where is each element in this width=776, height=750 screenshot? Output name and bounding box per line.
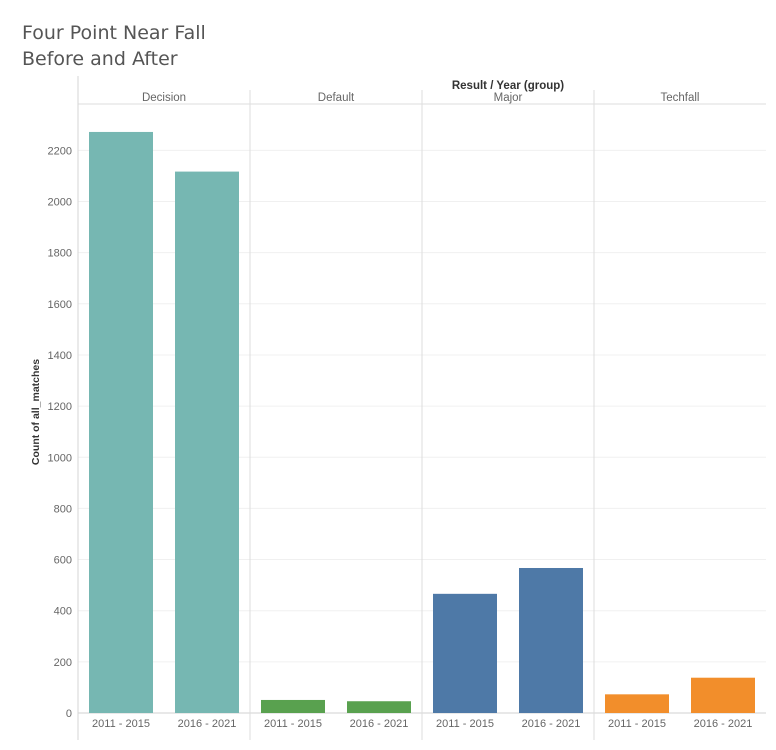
y-tick-label: 200 [54, 657, 72, 669]
bar [261, 699, 325, 713]
bar [519, 567, 583, 713]
x-axis: 2011 - 2015 2016 - 2021 2011 - 2015 2016 - … [92, 718, 752, 730]
bar [433, 593, 497, 713]
y-tick-label: 800 [54, 503, 72, 515]
panel-header: Techfall [661, 92, 700, 104]
y-tick-label: 600 [54, 555, 72, 567]
title-line-1: Four Point Near Fall [22, 22, 206, 44]
panel-header: Decision [142, 92, 186, 104]
y-tick-label: 1200 [48, 401, 72, 413]
y-axis-label: Count of all_matches [30, 359, 42, 465]
y-tick-label: 2200 [48, 145, 72, 157]
x-tick-label: 2011 - 2015 [436, 718, 494, 730]
bar [347, 701, 411, 713]
panel-headers: Decision Default Major Techfall [142, 92, 700, 104]
y-axis: 0 200 400 600 800 1000 1200 1400 1600 1800 2000 220… [48, 76, 79, 740]
y-tick-label: 0 [66, 708, 72, 720]
x-tick-label: 2016 - 2021 [178, 718, 237, 730]
panel-header: Default [318, 92, 355, 104]
bars [89, 131, 755, 714]
x-tick-label: 2011 - 2015 [92, 718, 150, 730]
y-tick-label: 1000 [48, 452, 72, 464]
x-tick-label: 2011 - 2015 [608, 718, 666, 730]
bar [691, 677, 755, 713]
title-line-2: Before and After [22, 48, 178, 70]
y-tick-label: 1400 [48, 350, 72, 362]
column-group-header: Result / Year (group) [452, 80, 564, 92]
bar [605, 694, 669, 713]
chart-title: Four Point Near Fall Before and After [22, 20, 206, 72]
x-tick-label: 2016 - 2021 [522, 718, 581, 730]
bar [175, 171, 239, 714]
bar [89, 131, 153, 713]
panel-header: Major [494, 92, 523, 104]
panel-separators [78, 90, 766, 740]
x-tick-label: 2016 - 2021 [694, 718, 753, 730]
y-tick-label: 400 [54, 606, 72, 618]
y-tick-label: 1600 [48, 299, 72, 311]
y-tick-label: 2000 [48, 197, 72, 209]
x-tick-label: 2011 - 2015 [264, 718, 322, 730]
x-tick-label: 2016 - 2021 [350, 718, 409, 730]
y-tick-label: 1800 [48, 248, 72, 260]
